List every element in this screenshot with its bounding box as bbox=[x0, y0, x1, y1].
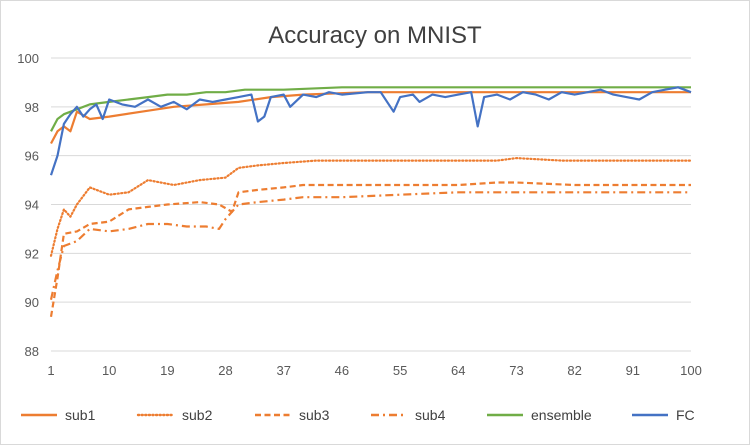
series-line-sub1 bbox=[50, 91, 691, 145]
y-tick-label: 90 bbox=[25, 295, 39, 310]
legend-label-sub3: sub3 bbox=[299, 407, 330, 423]
y-tick-label: 88 bbox=[25, 344, 39, 359]
y-tick-label: 94 bbox=[25, 198, 39, 213]
x-tick-label: 55 bbox=[393, 363, 407, 378]
legend-label-sub4: sub4 bbox=[415, 407, 446, 423]
y-tick-label: 98 bbox=[25, 100, 39, 115]
series-line-sub2 bbox=[49, 157, 693, 257]
legend-label-sub2: sub2 bbox=[182, 407, 213, 423]
y-tick-label: 92 bbox=[25, 246, 39, 261]
legend-label-ensemble: ensemble bbox=[531, 407, 592, 423]
x-tick-label: 73 bbox=[509, 363, 523, 378]
x-tick-label: 64 bbox=[451, 363, 465, 378]
series-line-sub3 bbox=[49, 181, 691, 317]
x-tick-label: 19 bbox=[160, 363, 174, 378]
x-tick-label: 1 bbox=[47, 363, 54, 378]
legend-label-sub1: sub1 bbox=[65, 407, 96, 423]
chart-title: Accuracy on MNIST bbox=[268, 22, 482, 49]
x-tick-label: 10 bbox=[102, 363, 116, 378]
x-tick-label: 37 bbox=[276, 363, 290, 378]
series-line-sub4 bbox=[49, 191, 691, 300]
x-tick-label: 28 bbox=[218, 363, 232, 378]
series-line-FC bbox=[49, 86, 692, 176]
x-tick-label: 91 bbox=[626, 363, 640, 378]
x-tick-label: 82 bbox=[567, 363, 581, 378]
series-line-ensemble bbox=[50, 86, 691, 132]
legend-label-FC: FC bbox=[676, 407, 695, 423]
x-tick-label: 46 bbox=[335, 363, 349, 378]
y-tick-label: 100 bbox=[17, 51, 39, 66]
y-tick-label: 96 bbox=[25, 149, 39, 164]
x-tick-label: 100 bbox=[680, 363, 702, 378]
